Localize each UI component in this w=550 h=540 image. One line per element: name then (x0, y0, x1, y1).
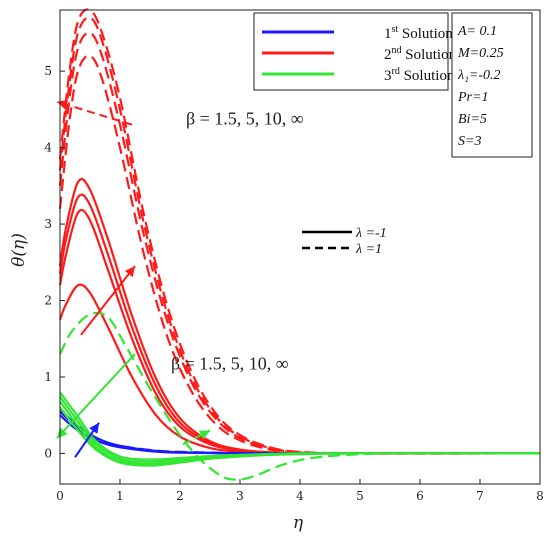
x-tick-label-4: 4 (296, 489, 304, 503)
series-2-dashed-10 (58, 8, 541, 455)
annotations-layer: β = 1.5, 5, 10, ∞ β = 1.5, 5, 10, ∞ (171, 109, 304, 374)
x-tick-label-2: 2 (176, 489, 184, 503)
parameter-box: A= 0.1 M=0.25 λ₁=-0.2 Pr=1 Bi=5 S=3 (451, 12, 533, 158)
legend-label-2: 2nd Solution (384, 45, 457, 63)
x-tick-label-6: 6 (416, 489, 424, 503)
arrow-head-3 (198, 430, 210, 440)
style-label-dashed: λ =1 (355, 242, 382, 257)
y-axis-title: θ(η) (9, 233, 29, 267)
y-tick-label-2: 2 (44, 294, 52, 308)
legend-label-1: 1st Solution (384, 24, 453, 42)
x-tick-label-1: 1 (116, 489, 124, 503)
curves-layer (58, 8, 541, 481)
param-pr: Pr=1 (457, 90, 488, 105)
annotation-beta-1: β = 1.5, 5, 10, ∞ (171, 353, 289, 373)
parameter-box-frame (451, 12, 533, 158)
series-2-dashed-8 (58, 31, 541, 455)
style-label-solid: λ =-1 (355, 226, 387, 241)
y-tick-label-3: 3 (44, 217, 52, 231)
arrow-head-1 (124, 266, 135, 278)
arrow-shaft-0 (56, 100, 133, 126)
line-style-legend: λ =-1 λ =1 (302, 226, 387, 257)
x-tick-label-3: 3 (236, 489, 244, 503)
param-bi: Bi=5 (458, 112, 487, 127)
legend: 1st Solution 2nd Solution 3rd Solution (253, 12, 457, 91)
legend-label-3: 3rd Solution (384, 66, 455, 84)
arrow-shaft-1 (80, 265, 136, 336)
param-s: S=3 (458, 134, 481, 149)
y-tick-label-5: 5 (44, 64, 52, 78)
param-a: A= 0.1 (457, 24, 497, 39)
arrows-layer (56, 99, 211, 458)
annotation-beta-0: β = 1.5, 5, 10, ∞ (186, 109, 304, 129)
y-tick-label-0: 0 (44, 446, 52, 460)
y-tick-label-4: 4 (44, 141, 52, 155)
axes-layer: 0 1 2 3 4 5 6 7 8 0 1 2 3 4 5 (44, 9, 544, 503)
arrow-head-4 (89, 422, 99, 434)
x-tick-label-7: 7 (476, 489, 484, 503)
arrow-shaft-3 (182, 429, 211, 446)
x-axis-title: η (293, 513, 304, 533)
series-3-solid-14 (59, 391, 540, 461)
x-tick-label-8: 8 (536, 489, 544, 503)
param-lambda1: λ₁=-0.2 (457, 68, 501, 83)
arrow-shaft-2 (56, 353, 136, 439)
y-tick-label-1: 1 (44, 370, 52, 384)
param-m: M=0.25 (457, 46, 504, 61)
series-3-dashed-15 (59, 311, 541, 481)
series-2-dashed-7 (58, 54, 541, 455)
x-tick-label-0: 0 (56, 489, 64, 503)
x-tick-label-5: 5 (356, 489, 364, 503)
